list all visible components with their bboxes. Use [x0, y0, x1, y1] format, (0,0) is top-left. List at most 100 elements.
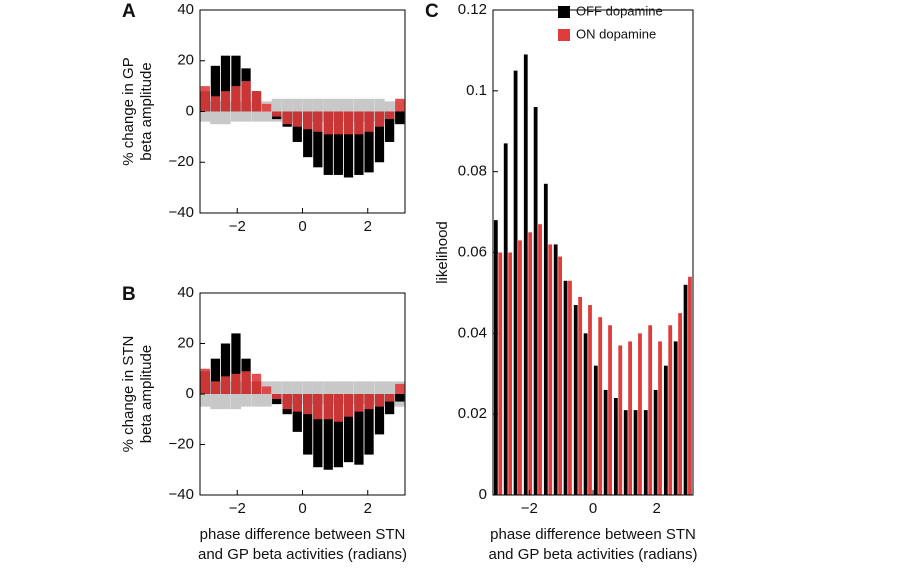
null-band	[220, 101, 231, 125]
bar	[513, 70, 518, 495]
y-tick-label: 0	[186, 385, 194, 402]
x-tick-label: 2	[364, 500, 372, 517]
bar	[313, 394, 323, 420]
bar	[292, 394, 302, 432]
bar	[588, 305, 592, 495]
x-axis-label: phase difference between STN	[200, 526, 406, 543]
y-tick-label: −40	[169, 486, 194, 503]
null-band	[282, 98, 293, 122]
null-band	[353, 98, 365, 122]
bar	[563, 280, 568, 495]
y-axis-label: beta amplitude	[138, 62, 155, 160]
legend-swatch	[558, 6, 570, 18]
y-tick-label: 20	[177, 52, 194, 69]
bar	[653, 389, 658, 495]
bar	[395, 394, 405, 402]
bar	[220, 376, 231, 394]
null-band	[323, 98, 334, 122]
bar	[395, 111, 405, 125]
bar	[648, 325, 653, 495]
bar	[272, 111, 282, 117]
bar	[384, 111, 395, 120]
y-tick-label: 0.08	[458, 163, 487, 180]
y-tick-label: 0.02	[458, 405, 487, 422]
bar	[313, 111, 323, 132]
bar	[354, 394, 364, 465]
y-tick-label: 20	[177, 334, 194, 351]
legend-label: ON dopamine	[576, 26, 656, 41]
x-tick-label: 0	[298, 500, 306, 517]
bar	[613, 398, 618, 495]
bar	[333, 394, 344, 468]
x-tick-label: −2	[229, 218, 246, 235]
null-band	[312, 381, 323, 405]
null-band	[363, 381, 375, 405]
bar	[638, 333, 642, 495]
bar	[538, 224, 542, 496]
bar	[231, 55, 241, 112]
bar	[384, 111, 395, 142]
bar	[658, 341, 662, 495]
bar	[354, 111, 364, 135]
bar	[333, 111, 344, 135]
y-tick-label: 0.06	[458, 243, 487, 260]
x-tick-label: 2	[364, 218, 372, 235]
bar	[374, 394, 385, 407]
bar	[384, 394, 395, 415]
x-axis-label: phase difference between STN	[490, 526, 696, 543]
y-axis-label: % change in GP	[120, 57, 137, 165]
bar	[343, 394, 354, 463]
y-axis-label: likelihood	[434, 221, 451, 284]
y-tick-label: 0.1	[466, 82, 487, 99]
y-tick-label: 0	[186, 102, 194, 119]
bar	[303, 111, 313, 158]
bar	[683, 284, 688, 495]
y-tick-label: 40	[177, 1, 194, 18]
bar	[323, 111, 333, 135]
x-axis-label: and GP beta activities (radians)	[489, 546, 698, 563]
null-band	[353, 381, 365, 405]
null-band	[302, 381, 313, 405]
bar	[633, 410, 638, 495]
bar	[343, 111, 354, 178]
y-tick-label: 0	[479, 486, 487, 503]
bar	[200, 86, 210, 112]
bar	[528, 232, 533, 495]
y-tick-label: −20	[169, 435, 194, 452]
bar	[663, 365, 668, 495]
bar	[303, 394, 313, 455]
null-band	[302, 98, 313, 122]
bar	[220, 343, 231, 394]
null-band	[323, 381, 334, 405]
bar	[210, 381, 221, 394]
bar	[364, 111, 374, 132]
y-tick-label: −20	[169, 153, 194, 170]
bar	[533, 107, 538, 495]
x-tick-label: −2	[229, 500, 246, 517]
plot-frame	[492, 9, 694, 496]
plot-frame	[199, 9, 406, 214]
bar	[210, 96, 221, 112]
bar	[303, 394, 313, 415]
x-tick-label: 2	[652, 500, 660, 517]
bar	[553, 244, 558, 495]
bar	[292, 111, 302, 127]
bar	[673, 341, 678, 495]
panel-label: C	[425, 1, 439, 22]
bar	[333, 394, 344, 422]
bar	[354, 394, 364, 412]
bar	[251, 91, 262, 112]
y-tick-label: 0.12	[458, 1, 487, 18]
bar	[231, 333, 241, 394]
bar	[493, 220, 498, 495]
bar	[282, 394, 292, 410]
x-tick-label: 0	[589, 500, 597, 517]
bar	[668, 325, 673, 495]
y-axis-label: beta amplitude	[138, 345, 155, 443]
bar	[364, 394, 374, 455]
bar	[200, 368, 210, 394]
bar	[333, 111, 344, 175]
bar	[313, 394, 323, 468]
bar	[231, 86, 241, 112]
null-band	[333, 98, 344, 122]
